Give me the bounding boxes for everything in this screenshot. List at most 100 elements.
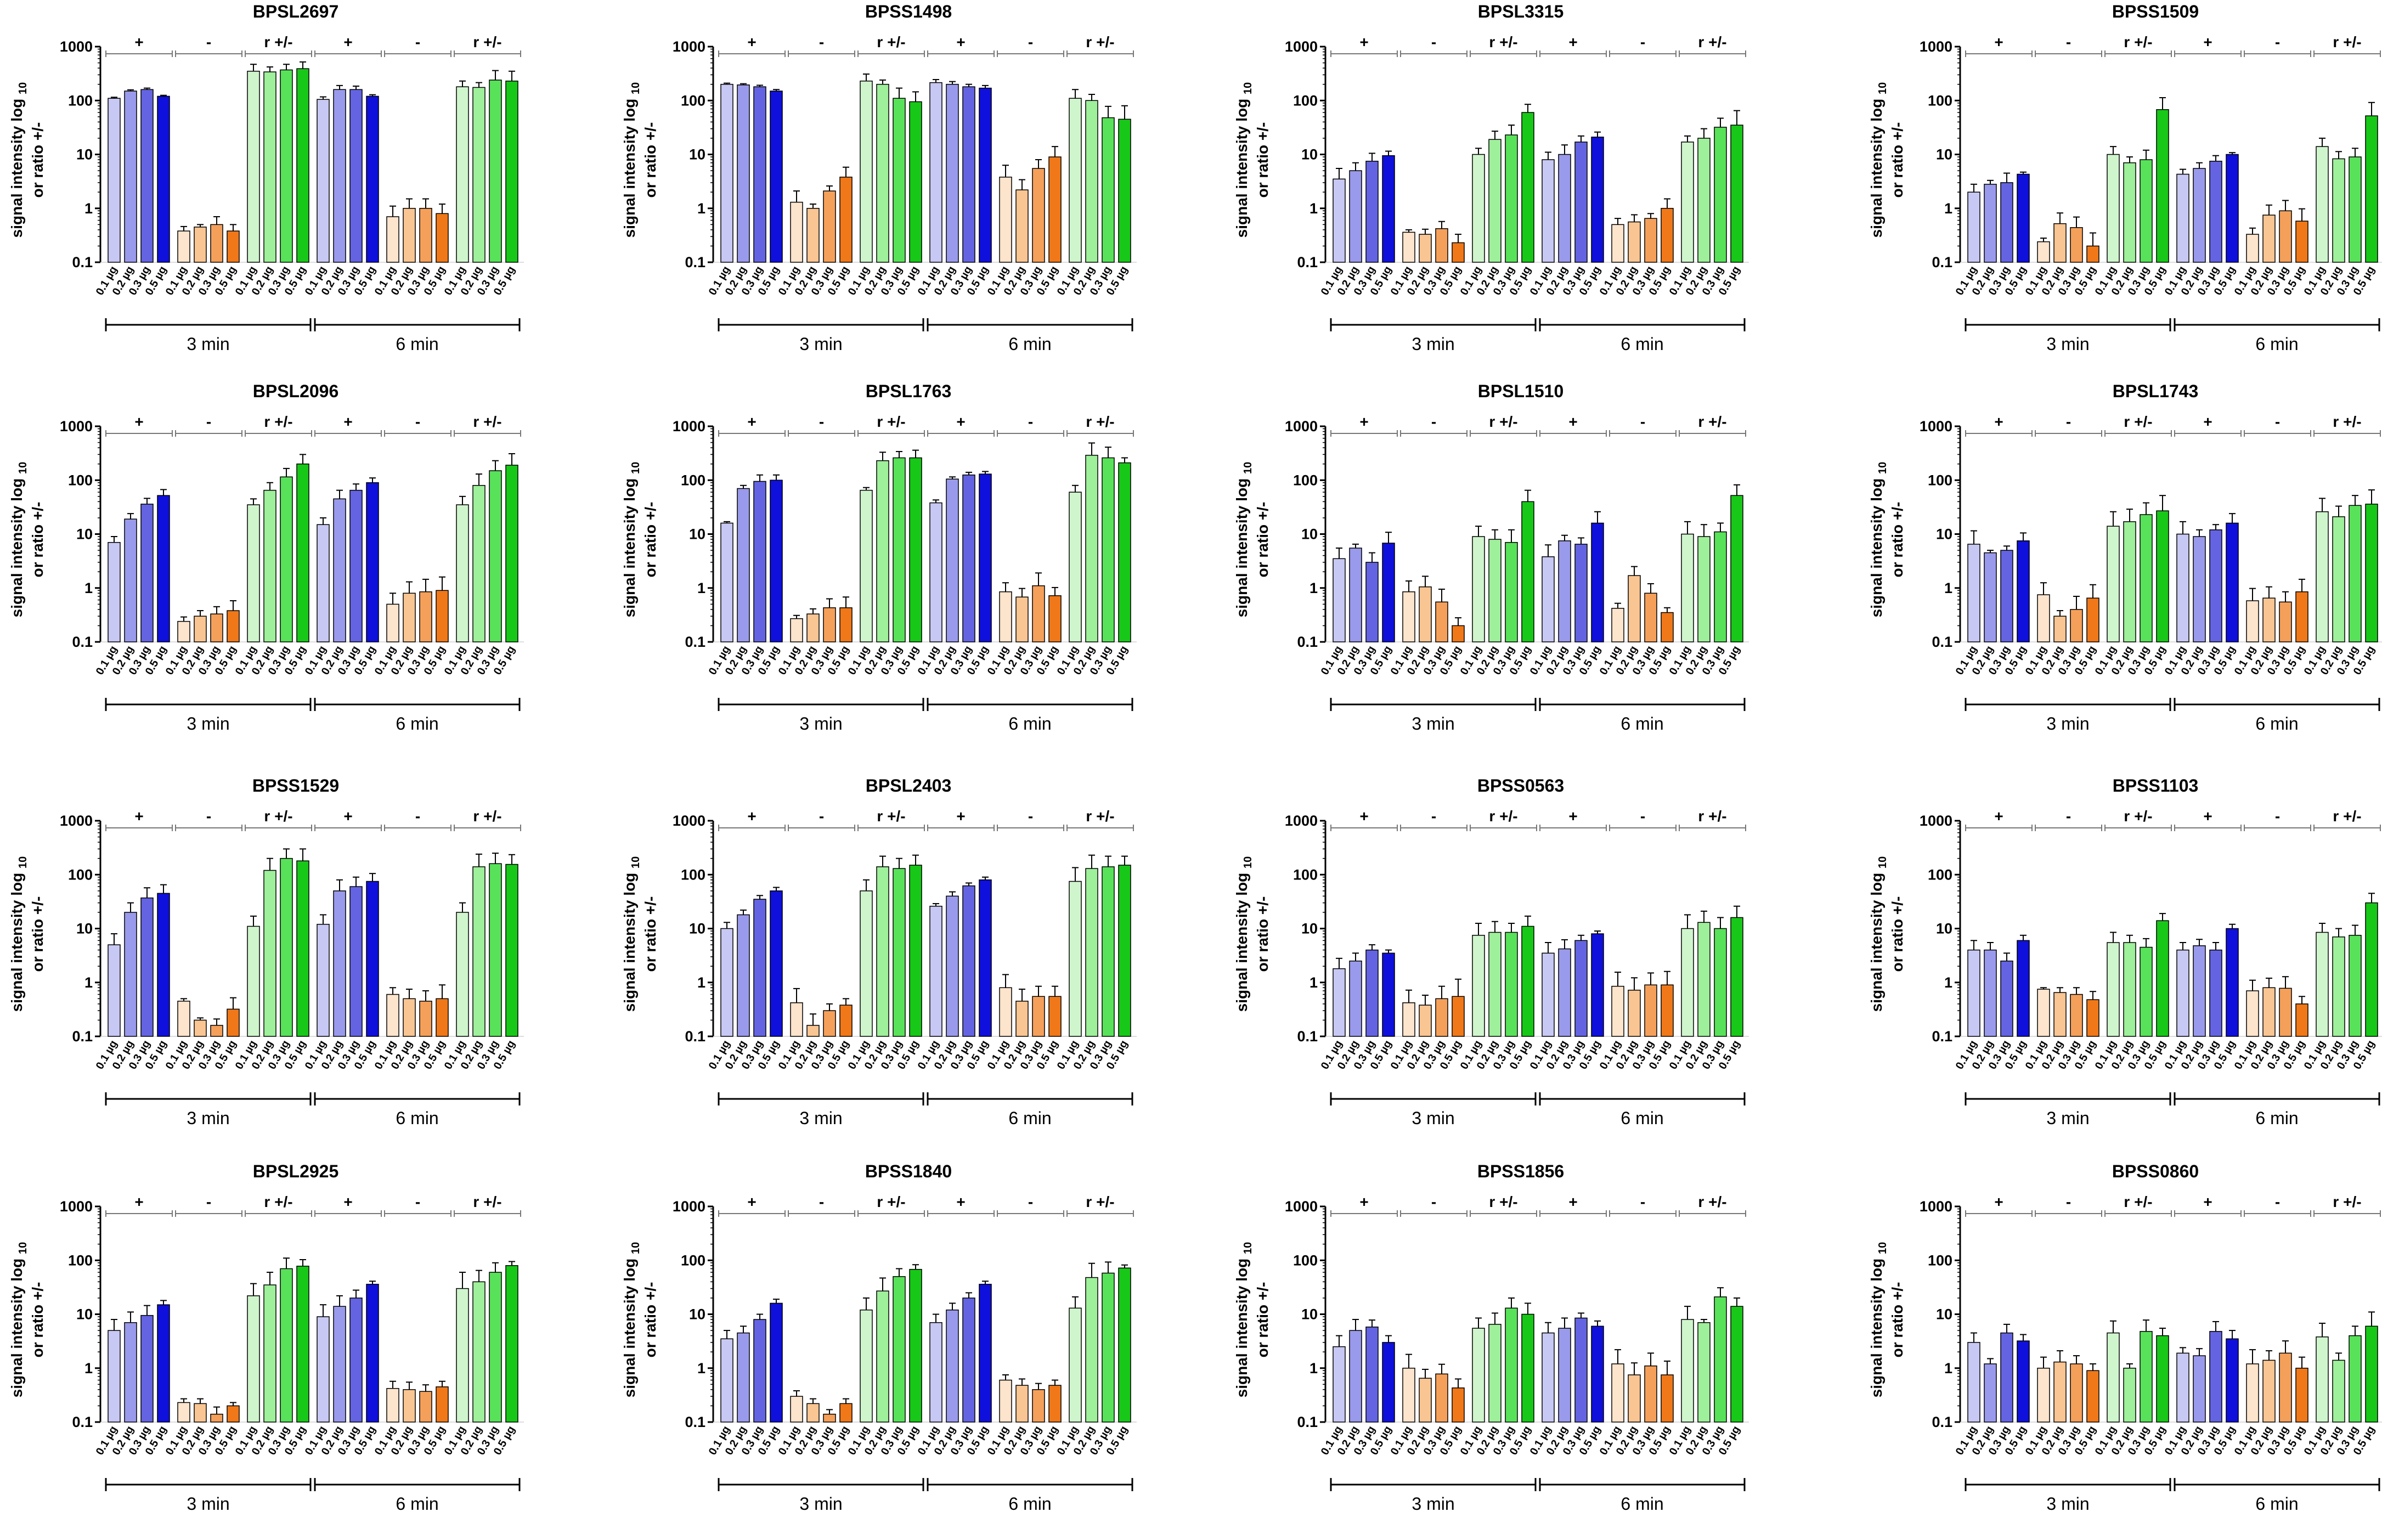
time-label: 6 min [1621, 334, 1663, 354]
y-tick-label: 10 [76, 1306, 93, 1323]
bar [108, 944, 121, 1037]
bar [1697, 922, 1711, 1037]
group-label: - [1028, 33, 1033, 50]
y-tick-label: 10 [689, 146, 705, 163]
bar [929, 82, 942, 263]
time-label: 3 min [799, 1494, 842, 1514]
y-tick-label: 10 [1936, 921, 1952, 937]
y-tick-label: 100 [1293, 1252, 1318, 1268]
bar [2295, 1003, 2308, 1037]
y-axis-label: signal intensity log 10 [1868, 82, 1889, 238]
bar [1730, 125, 1743, 263]
chart-panel-BPSS0563: BPSS0563 signal intensity log 10 or ratio … [1225, 774, 1820, 1154]
bar [263, 1284, 276, 1423]
y-tick-label: 100 [681, 472, 705, 488]
y-tick-label: 10 [689, 1306, 705, 1323]
bar [403, 593, 416, 642]
bar [505, 465, 518, 642]
bar [247, 504, 260, 642]
group-label: - [1028, 1193, 1033, 1210]
bar [1644, 1365, 1657, 1423]
bar [2365, 902, 2378, 1037]
bar [2246, 234, 2259, 263]
bar [280, 858, 293, 1037]
group-label: r +/- [1489, 413, 1517, 430]
bar [227, 610, 240, 642]
bar [909, 101, 922, 263]
chart-title: BPSS1856 [1477, 1161, 1564, 1181]
group-label: r +/- [1698, 33, 1726, 50]
bar [296, 463, 309, 642]
bar [2070, 1363, 2083, 1423]
bar [456, 504, 469, 642]
bar [1365, 949, 1379, 1037]
bar [140, 897, 154, 1037]
bar [823, 1010, 836, 1037]
bar [1521, 926, 1534, 1037]
bar [1015, 1001, 1029, 1037]
bar [2316, 1336, 2329, 1423]
bar [1452, 1387, 1465, 1423]
bar [979, 1284, 992, 1423]
group-label: - [2066, 413, 2071, 430]
bar [1984, 552, 1997, 642]
bar [1032, 996, 1045, 1037]
bar [2176, 949, 2189, 1037]
group-label: r +/- [877, 808, 905, 825]
y-tick-label: 100 [68, 92, 93, 109]
bar [2316, 146, 2329, 263]
bar [194, 1019, 207, 1037]
group-label: - [819, 1193, 824, 1210]
bar [1015, 1385, 1029, 1423]
group-label: + [747, 1193, 756, 1210]
chart-panel-BPSS1856: BPSS1856 signal intensity log 10 or ratio … [1225, 1160, 1820, 1540]
group-label: r +/- [473, 808, 501, 825]
group-label: - [415, 33, 420, 50]
bar [2262, 597, 2276, 642]
bar [1644, 218, 1657, 263]
bar [2140, 514, 2153, 642]
chart-title: BPSL2697 [253, 2, 339, 21]
bar [1697, 536, 1711, 642]
bar [2365, 115, 2378, 263]
bar [753, 481, 766, 642]
bar [247, 1295, 260, 1423]
bar [893, 1276, 906, 1423]
bar [1365, 562, 1379, 642]
y-tick-label: 100 [1293, 866, 1318, 883]
bar [1435, 1373, 1448, 1423]
bar [210, 1025, 223, 1037]
y-tick-label: 1000 [60, 38, 93, 55]
bar [1102, 1272, 1115, 1423]
bar [1558, 540, 1571, 642]
time-label: 6 min [2255, 1108, 2298, 1128]
bar [456, 86, 469, 263]
bar [806, 1403, 820, 1423]
bar [946, 1309, 959, 1423]
bar [1628, 221, 1641, 263]
chart-title: BPSL2096 [253, 381, 339, 401]
bar [1591, 137, 1604, 263]
bar [823, 190, 836, 263]
group-label: + [1994, 1193, 2003, 1210]
bar [157, 1304, 170, 1423]
group-label: + [1359, 413, 1368, 430]
time-label: 3 min [799, 714, 842, 734]
y-tick-label: 100 [1928, 1252, 1952, 1268]
bar [1661, 612, 1674, 642]
y-axis-label-line2: or ratio +/- [642, 502, 659, 578]
group-label: r +/- [2333, 33, 2361, 50]
bar [790, 1396, 803, 1423]
bar [753, 1319, 766, 1423]
time-label: 6 min [2255, 714, 2298, 734]
bar [1118, 119, 1131, 263]
bar [1435, 228, 1448, 263]
bar [157, 495, 170, 642]
y-axis-label: signal intensity log 10 [621, 82, 642, 238]
bar [1333, 558, 1346, 642]
group-label: - [2066, 808, 2071, 825]
bar [979, 879, 992, 1037]
bar [1349, 960, 1362, 1037]
